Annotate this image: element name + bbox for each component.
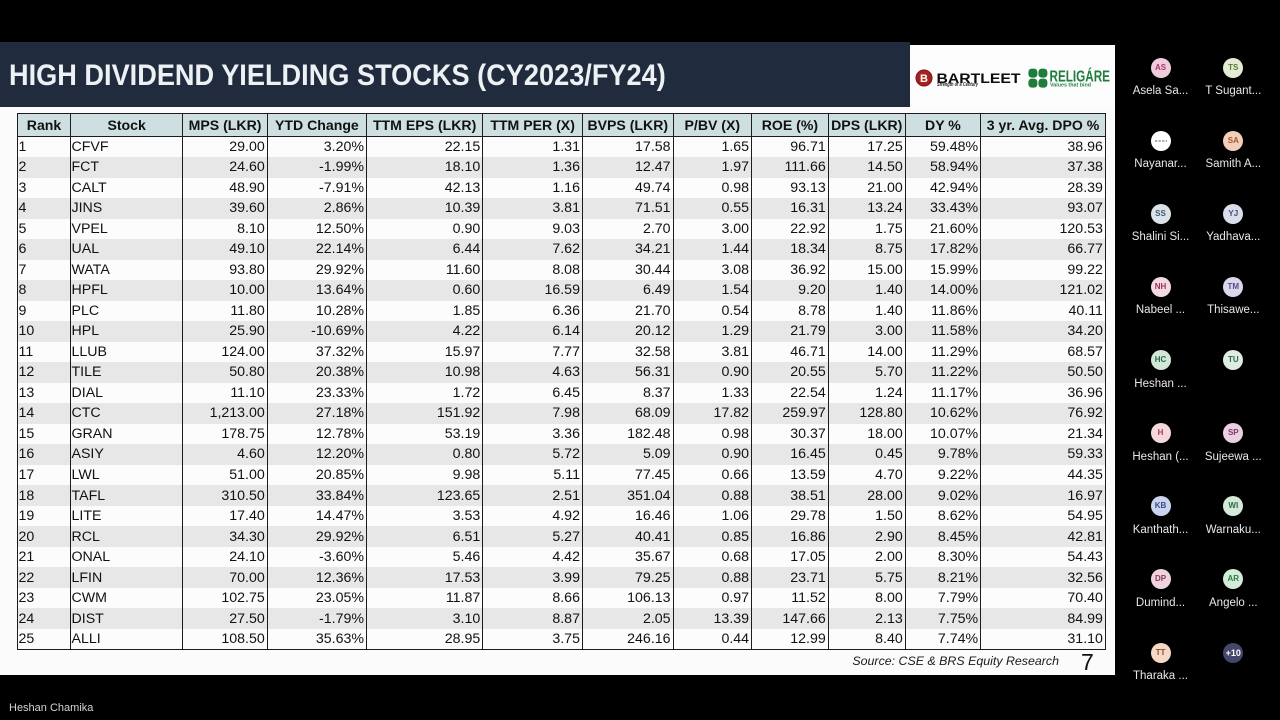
svg-text:BARTLEET: BARTLEET <box>937 71 1022 86</box>
svg-text:RELIGÁRE: RELIGÁRE <box>1050 69 1111 86</box>
svg-text:Strength of a Century: Strength of a Century <box>937 82 979 88</box>
svg-text:B: B <box>920 73 928 85</box>
svg-text:Values that bind: Values that bind <box>1050 82 1092 88</box>
